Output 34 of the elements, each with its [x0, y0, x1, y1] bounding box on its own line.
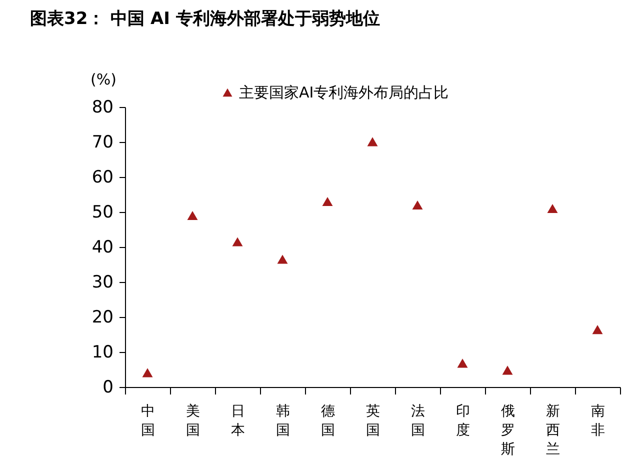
- point: [322, 196, 333, 206]
- x-tick-label: 南非: [591, 404, 605, 438]
- point: [502, 366, 513, 375]
- x-tick-label: 美国: [186, 404, 200, 438]
- point: [547, 204, 558, 214]
- point: [277, 254, 288, 264]
- x-tick-label: 英国: [366, 404, 380, 438]
- y-tick-label: 80: [92, 98, 114, 118]
- point: [592, 325, 603, 334]
- point: [367, 137, 378, 146]
- point: [187, 210, 198, 220]
- legend-label: 主要国家AI专利海外布局的占比: [239, 84, 449, 102]
- y-tick-label: 10: [92, 342, 114, 362]
- x-tick-label: 新西兰: [546, 404, 560, 458]
- y-tick-label: 30: [92, 272, 114, 292]
- point: [412, 200, 423, 210]
- point: [457, 358, 468, 368]
- x-tick-label: 中国: [141, 404, 155, 438]
- point: [142, 368, 153, 378]
- x-tick-label: 日本: [231, 404, 245, 438]
- x-tick-label: 俄罗斯: [501, 404, 515, 458]
- x-tick-label: 韩国: [276, 404, 290, 438]
- y-tick-label: 0: [102, 378, 114, 398]
- chart-title: 图表32： 中国 AI 专利海外部署处于弱势地位: [30, 9, 380, 29]
- y-tick-label: 40: [92, 238, 114, 258]
- y-tick-label: 60: [92, 168, 114, 188]
- x-tick-label: 法国: [411, 404, 425, 438]
- x-tick-label: 印度: [456, 404, 470, 438]
- y-tick-label: 70: [92, 132, 114, 152]
- y-axis-title: (%): [90, 70, 116, 88]
- x-tick-label: 德国: [321, 404, 335, 438]
- point: [232, 237, 243, 246]
- y-tick-label: 50: [92, 202, 114, 222]
- y-tick-label: 20: [92, 308, 114, 328]
